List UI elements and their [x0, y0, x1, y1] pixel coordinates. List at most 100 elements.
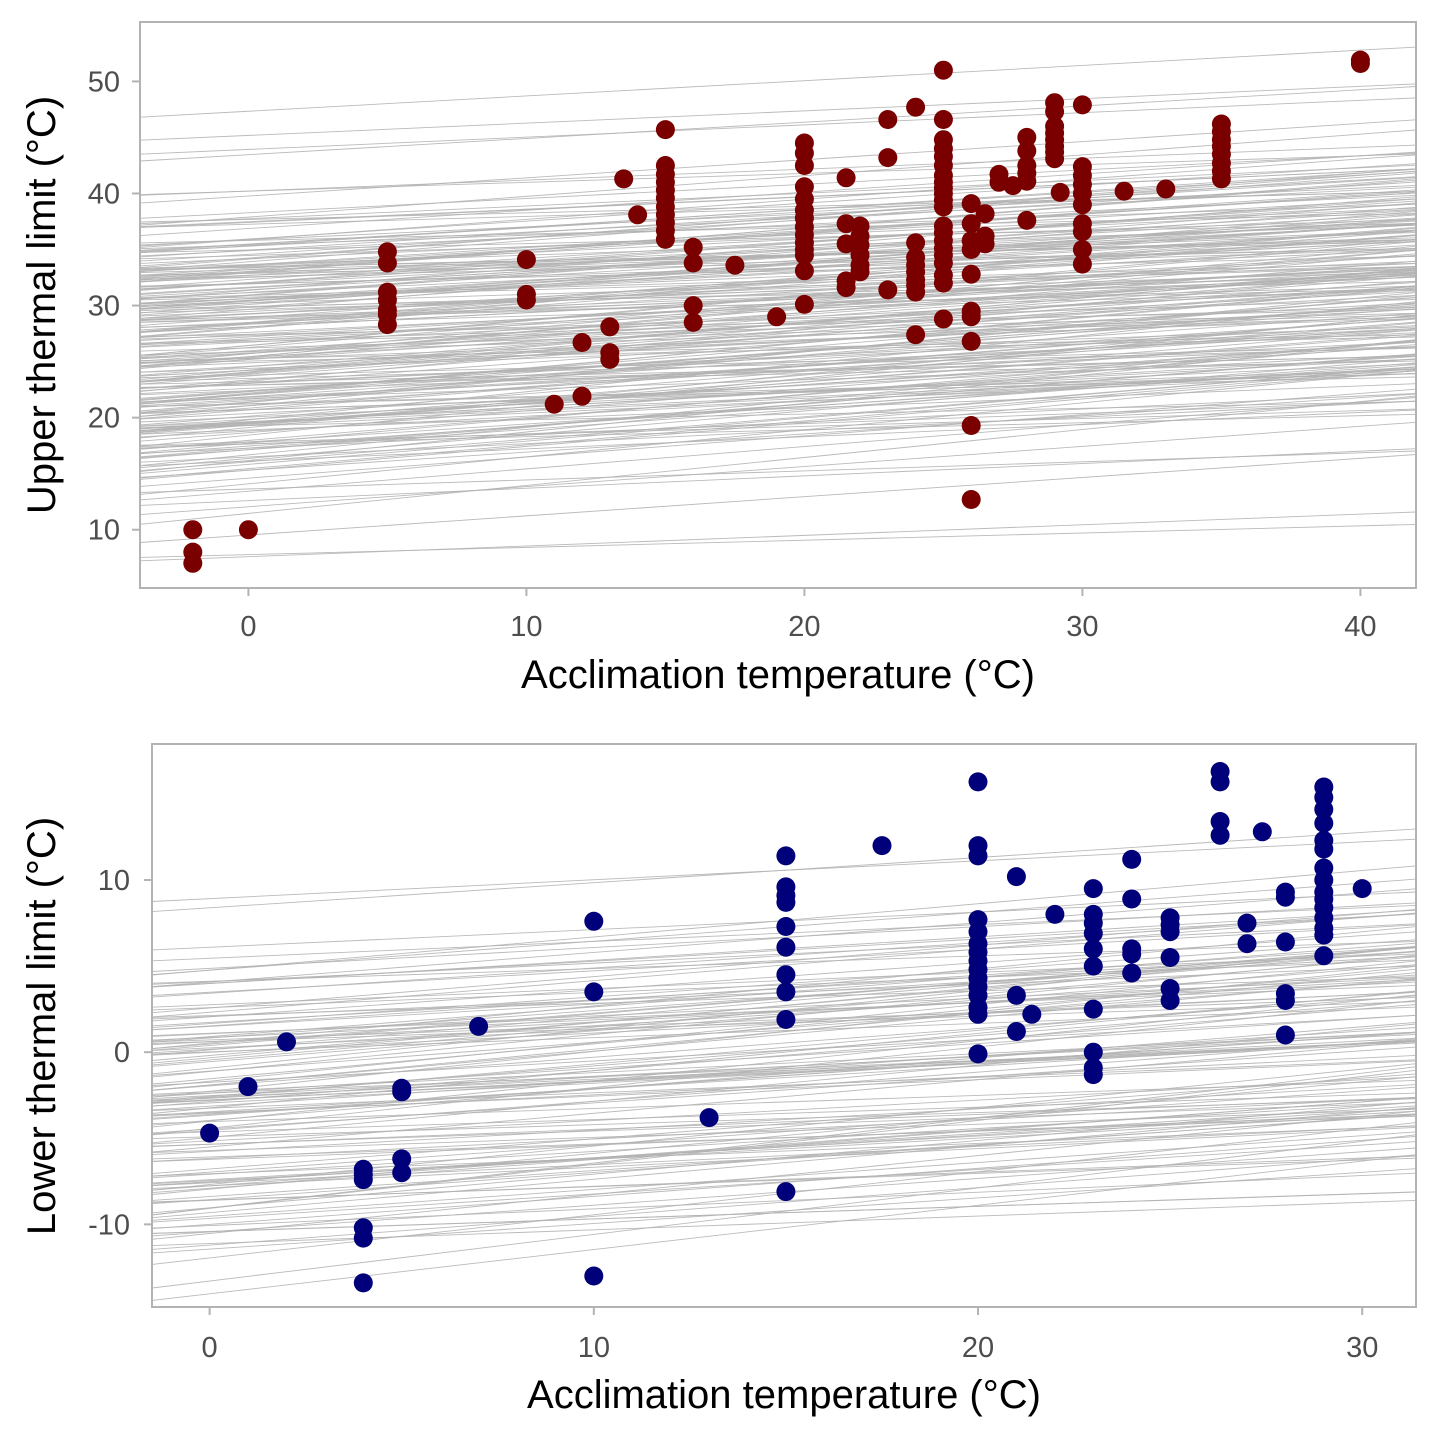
lower-thermal-limit-chart: 0 10 20 30 -10 0 10 Acclimation temperature (… [20, 743, 1417, 1417]
fit-line [140, 200, 1416, 288]
data-point [1210, 825, 1230, 845]
data-point [794, 294, 814, 314]
fit-line [152, 1079, 1416, 1125]
fit-line [152, 978, 1416, 1091]
data-point [277, 1032, 296, 1052]
data-point [1122, 889, 1142, 909]
data-point [1314, 925, 1334, 945]
data-point [1122, 944, 1142, 964]
data-point [683, 237, 703, 257]
data-point [968, 846, 988, 866]
fit-line [152, 912, 1416, 1018]
data-point [1017, 171, 1037, 191]
data-point [933, 309, 953, 329]
data-point [968, 772, 988, 792]
fit-line [152, 1046, 1416, 1134]
data-point [767, 307, 787, 327]
fit-line [140, 151, 1416, 237]
data-point [238, 520, 258, 540]
data-point [836, 278, 856, 298]
fit-line [140, 152, 1416, 219]
fit-line [140, 262, 1416, 299]
data-point [469, 1016, 489, 1036]
fit-line [152, 1096, 1416, 1147]
data-point [1083, 956, 1103, 976]
fit-line [152, 1066, 1416, 1216]
fit-line [152, 1134, 1416, 1289]
fit-line [140, 332, 1416, 395]
x-tick-label: 20 [962, 1332, 994, 1364]
data-point [614, 169, 634, 189]
data-point [725, 255, 745, 275]
data-point [776, 846, 796, 866]
data-point [1252, 822, 1272, 842]
fit-line [140, 46, 1416, 118]
fit-line [140, 392, 1416, 454]
fit-line [140, 223, 1416, 316]
data-point [1352, 879, 1372, 899]
fit-line [152, 1014, 1416, 1098]
fit-line [152, 1108, 1416, 1153]
y-tick-label: 30 [88, 291, 120, 323]
data-point [878, 280, 898, 300]
fit-line [152, 994, 1416, 1128]
fit-line [140, 317, 1416, 363]
data-point [961, 194, 981, 214]
data-point [183, 553, 203, 573]
data-point [1114, 181, 1134, 201]
data-point [776, 982, 796, 1002]
data-point [794, 245, 814, 265]
data-point [1072, 195, 1092, 215]
upper-y-axis-title: Upper thermal limit (°C) [20, 96, 64, 514]
data-point [1083, 879, 1103, 899]
y-tick-label: 10 [98, 865, 130, 897]
data-point [961, 490, 981, 509]
fit-line [140, 144, 1416, 196]
fit-line [140, 186, 1416, 253]
data-point [392, 1163, 412, 1183]
fit-line [140, 303, 1416, 403]
upper-y-axis: 10 20 30 40 50 [88, 66, 140, 547]
fit-line [140, 321, 1416, 426]
fit-line [140, 369, 1416, 415]
fit-line [140, 369, 1416, 495]
data-point [968, 1044, 988, 1064]
fit-line [152, 1040, 1416, 1107]
fit-line [140, 363, 1416, 423]
data-point [1045, 102, 1065, 122]
fit-line [152, 1031, 1416, 1102]
fit-line [152, 1076, 1416, 1145]
fit-line [140, 318, 1416, 405]
fit-line [140, 346, 1416, 379]
data-point [1314, 946, 1334, 966]
fit-line [140, 164, 1416, 225]
data-point [1083, 1065, 1103, 1085]
data-point [968, 1004, 988, 1024]
data-point [1160, 922, 1180, 942]
fit-line [140, 373, 1416, 431]
y-tick-label: -10 [88, 1209, 130, 1241]
data-point [961, 264, 981, 284]
fit-line [152, 1097, 1416, 1162]
data-point [1017, 210, 1037, 230]
data-point [584, 1266, 604, 1286]
data-point [776, 965, 796, 985]
fit-line [140, 327, 1416, 390]
data-point [392, 1082, 412, 1102]
fit-line [140, 362, 1416, 455]
data-point [353, 1273, 373, 1293]
fit-line [140, 184, 1416, 246]
data-point [1072, 222, 1092, 242]
data-point [1350, 54, 1370, 73]
data-point [933, 273, 953, 293]
data-point [1022, 1004, 1042, 1024]
lower-x-axis-title: Acclimation temperature (°C) [527, 1373, 1041, 1417]
fit-line [140, 370, 1416, 429]
fit-line [140, 86, 1416, 162]
upper-x-axis-title: Acclimation temperature (°C) [521, 653, 1035, 697]
upper-fit-lines [140, 46, 1416, 562]
fit-line [140, 369, 1416, 427]
data-point [776, 937, 796, 957]
fit-line [152, 1040, 1416, 1153]
data-point [1083, 1042, 1103, 1062]
